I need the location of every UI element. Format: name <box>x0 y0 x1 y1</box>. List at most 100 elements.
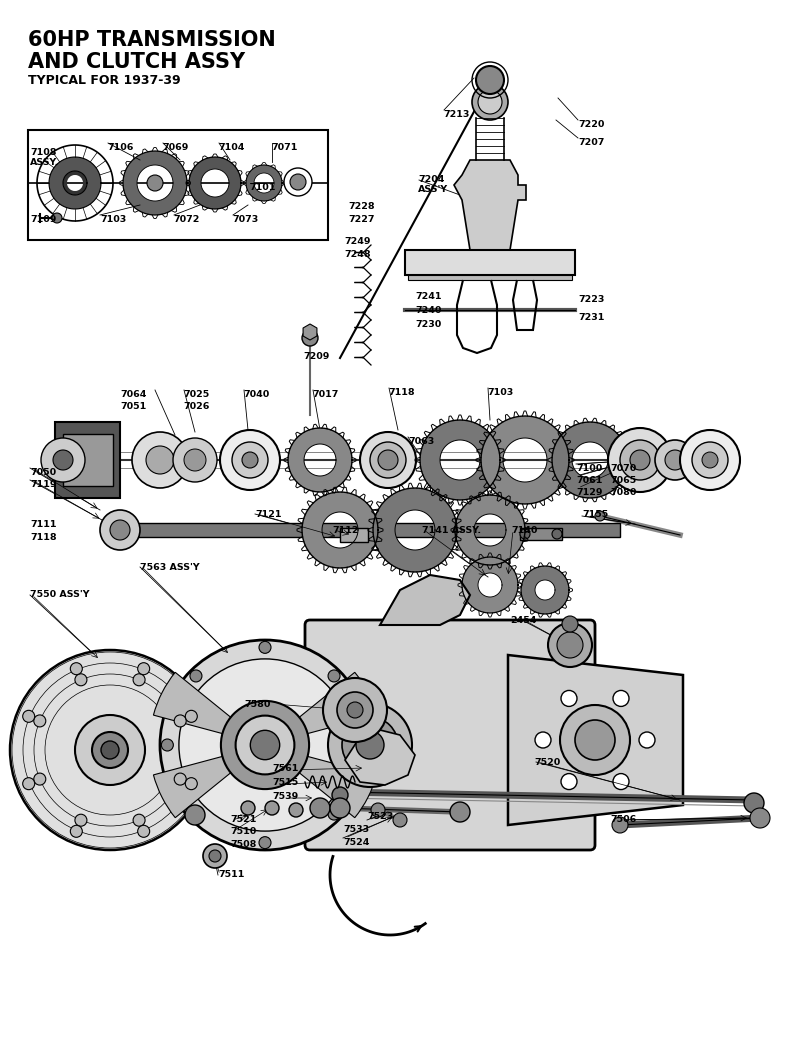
Text: 7063: 7063 <box>408 437 434 446</box>
Circle shape <box>241 801 255 815</box>
Wedge shape <box>302 492 378 568</box>
Circle shape <box>450 802 470 822</box>
Circle shape <box>259 837 271 848</box>
Text: 7209: 7209 <box>303 353 330 361</box>
Circle shape <box>203 844 227 868</box>
Circle shape <box>330 798 350 818</box>
Wedge shape <box>189 157 241 209</box>
FancyBboxPatch shape <box>305 620 595 850</box>
Circle shape <box>323 678 387 742</box>
Circle shape <box>190 809 202 820</box>
Circle shape <box>110 520 130 540</box>
Circle shape <box>370 442 406 478</box>
Circle shape <box>342 717 398 773</box>
Text: 60HP TRANSMISSION: 60HP TRANSMISSION <box>28 30 276 50</box>
Polygon shape <box>454 160 526 250</box>
Text: 7101: 7101 <box>249 183 275 192</box>
Circle shape <box>332 787 348 803</box>
Bar <box>405 250 575 275</box>
Circle shape <box>220 430 280 490</box>
Text: 7108
ASSY.: 7108 ASSY. <box>30 147 59 167</box>
Circle shape <box>535 732 551 748</box>
Circle shape <box>289 803 303 817</box>
Circle shape <box>232 442 268 478</box>
Circle shape <box>185 805 205 825</box>
Wedge shape <box>521 566 569 614</box>
Text: 7064: 7064 <box>120 390 146 399</box>
Text: 7040: 7040 <box>243 390 270 399</box>
Text: 7520: 7520 <box>534 758 560 767</box>
Circle shape <box>620 440 660 480</box>
Circle shape <box>186 777 198 790</box>
Wedge shape <box>49 157 101 209</box>
Text: 7227: 7227 <box>348 215 374 224</box>
Circle shape <box>174 714 186 727</box>
Text: 7523: 7523 <box>367 812 394 821</box>
Circle shape <box>347 702 363 718</box>
Circle shape <box>595 511 605 521</box>
Text: TYPICAL FOR 1937-39: TYPICAL FOR 1937-39 <box>28 74 181 87</box>
Circle shape <box>478 90 502 114</box>
Polygon shape <box>380 575 470 626</box>
Circle shape <box>548 623 592 667</box>
Circle shape <box>290 174 306 190</box>
Text: 7118: 7118 <box>388 388 414 397</box>
Text: 7524: 7524 <box>343 838 370 847</box>
Wedge shape <box>462 558 518 613</box>
Circle shape <box>744 793 764 813</box>
Text: 7563 ASS'Y: 7563 ASS'Y <box>140 563 200 572</box>
Wedge shape <box>552 422 628 498</box>
Text: 7121: 7121 <box>255 510 282 519</box>
Circle shape <box>378 450 398 470</box>
Text: 7118: 7118 <box>30 533 57 542</box>
Text: 7241: 7241 <box>415 292 442 301</box>
Circle shape <box>92 732 128 768</box>
Circle shape <box>209 850 221 862</box>
Text: 7025: 7025 <box>183 390 210 399</box>
Bar <box>55 422 120 498</box>
Circle shape <box>328 669 340 682</box>
Text: 7515: 7515 <box>272 778 298 787</box>
Circle shape <box>608 428 672 492</box>
Circle shape <box>138 663 150 675</box>
Wedge shape <box>265 673 377 745</box>
Circle shape <box>630 450 650 470</box>
Text: 7080: 7080 <box>610 488 636 497</box>
Text: 7228: 7228 <box>348 202 374 211</box>
Text: 7155: 7155 <box>582 510 608 519</box>
Circle shape <box>184 449 206 471</box>
Circle shape <box>34 773 46 786</box>
Text: 7231: 7231 <box>578 313 604 322</box>
Text: 7223: 7223 <box>578 295 604 304</box>
Text: 7248: 7248 <box>344 250 370 259</box>
Polygon shape <box>345 730 415 784</box>
Text: 7141 ASSY.: 7141 ASSY. <box>422 526 481 535</box>
Text: 7050: 7050 <box>30 468 56 477</box>
Text: 7220: 7220 <box>578 120 604 129</box>
Circle shape <box>101 741 119 759</box>
Text: 7112: 7112 <box>332 526 358 535</box>
Circle shape <box>146 446 174 474</box>
Bar <box>135 523 620 537</box>
Circle shape <box>357 740 369 751</box>
Text: 7249: 7249 <box>344 237 370 246</box>
Wedge shape <box>373 488 457 572</box>
Circle shape <box>10 650 210 850</box>
Text: 7026: 7026 <box>183 402 210 411</box>
Circle shape <box>613 774 629 790</box>
Circle shape <box>655 440 695 480</box>
Bar <box>28 130 328 240</box>
Circle shape <box>552 529 562 539</box>
Text: 7508: 7508 <box>230 840 256 849</box>
Text: 7204
ASS'Y: 7204 ASS'Y <box>418 175 448 195</box>
Wedge shape <box>455 495 525 565</box>
Text: 7104: 7104 <box>218 143 244 152</box>
Text: 7550 ASS'Y: 7550 ASS'Y <box>30 590 90 599</box>
Text: 7510: 7510 <box>230 827 256 836</box>
Circle shape <box>328 809 340 820</box>
Circle shape <box>34 714 46 727</box>
Circle shape <box>75 715 145 784</box>
Circle shape <box>235 715 294 774</box>
Text: 7111: 7111 <box>30 520 57 529</box>
Text: 7207: 7207 <box>578 138 604 147</box>
